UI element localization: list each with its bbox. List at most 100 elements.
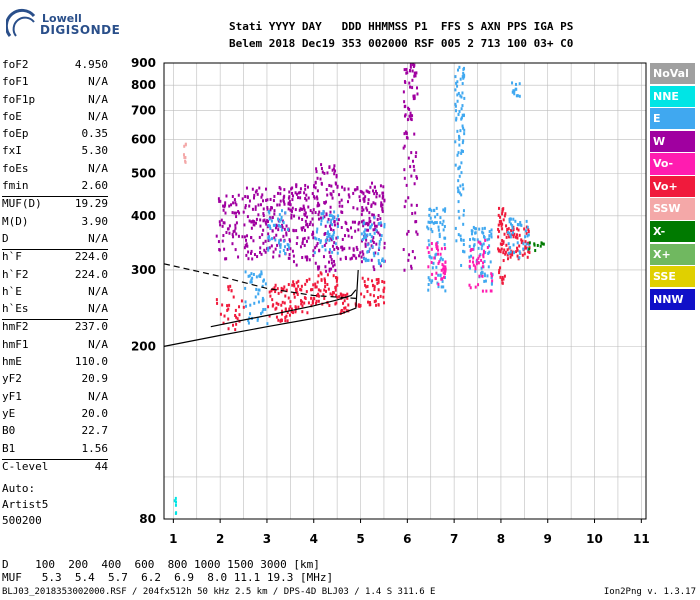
echo-point bbox=[506, 248, 509, 252]
echo-point bbox=[428, 254, 431, 258]
echo-point bbox=[261, 193, 264, 197]
echo-point bbox=[363, 196, 366, 200]
auto-label: Auto: bbox=[2, 482, 36, 495]
echo-point bbox=[409, 111, 412, 115]
echo-point bbox=[350, 256, 353, 260]
echo-point bbox=[249, 303, 252, 307]
echo-point bbox=[371, 279, 374, 283]
echo-point bbox=[379, 221, 382, 225]
echo-point bbox=[341, 185, 344, 189]
echo-point bbox=[379, 264, 382, 268]
param-value: 1.56 bbox=[81, 441, 109, 455]
echo-point bbox=[458, 109, 461, 113]
echo-point bbox=[468, 255, 471, 259]
echo-point bbox=[364, 228, 367, 232]
echo-point bbox=[333, 172, 336, 176]
echo-point bbox=[482, 231, 485, 235]
echo-point bbox=[305, 279, 308, 283]
param-value: 0.35 bbox=[81, 127, 109, 141]
echo-point bbox=[317, 267, 320, 271]
echo-point bbox=[406, 118, 409, 122]
echo-point bbox=[260, 312, 263, 316]
echo-point bbox=[403, 100, 406, 104]
echo-point bbox=[484, 250, 487, 254]
echo-point bbox=[456, 93, 459, 97]
echo-point bbox=[319, 241, 322, 245]
echo-point bbox=[373, 221, 376, 225]
echo-point bbox=[328, 238, 331, 242]
echo-point bbox=[244, 286, 247, 290]
echo-point bbox=[435, 221, 438, 225]
echo-point bbox=[472, 256, 475, 260]
echo-point bbox=[304, 282, 307, 286]
echo-point bbox=[413, 96, 416, 100]
echo-point bbox=[268, 290, 271, 294]
echo-point bbox=[326, 273, 329, 277]
echo-point bbox=[353, 254, 356, 258]
echo-point bbox=[231, 211, 234, 215]
echo-point bbox=[331, 223, 334, 227]
echo-point bbox=[456, 84, 459, 88]
echo-point bbox=[280, 228, 283, 232]
echo-point bbox=[263, 218, 266, 222]
echo-point bbox=[519, 223, 522, 227]
param-value: 20.0 bbox=[81, 406, 109, 420]
echo-point bbox=[403, 132, 406, 136]
echo-point bbox=[527, 228, 530, 232]
echo-point bbox=[294, 305, 297, 309]
echo-point bbox=[270, 244, 273, 248]
echo-point bbox=[367, 277, 370, 281]
echo-point bbox=[411, 159, 414, 163]
echo-point bbox=[431, 266, 434, 270]
echo-point bbox=[367, 198, 370, 202]
echo-point bbox=[408, 253, 411, 257]
echo-point bbox=[361, 209, 364, 213]
echo-point bbox=[439, 252, 442, 256]
echo-point bbox=[296, 291, 299, 295]
echo-point bbox=[534, 249, 537, 253]
echo-point bbox=[264, 220, 267, 224]
echo-point bbox=[264, 239, 267, 243]
echo-point bbox=[278, 219, 281, 223]
echo-point bbox=[292, 311, 295, 315]
echo-point bbox=[301, 228, 304, 232]
echo-point bbox=[281, 300, 284, 304]
echo-point bbox=[283, 188, 286, 192]
echo-point bbox=[265, 187, 268, 191]
echo-point bbox=[316, 227, 319, 231]
echo-point bbox=[231, 242, 234, 246]
param-name: foF1 bbox=[2, 75, 29, 89]
echo-point bbox=[490, 272, 493, 276]
echo-point bbox=[361, 190, 364, 194]
echo-point bbox=[366, 289, 369, 293]
echo-point bbox=[234, 313, 237, 317]
echo-point bbox=[430, 227, 433, 231]
echo-point bbox=[508, 217, 511, 221]
echo-point bbox=[481, 274, 484, 278]
echo-cluster bbox=[313, 209, 340, 255]
param-value: 22.7 bbox=[81, 424, 109, 438]
echo-point bbox=[373, 268, 376, 272]
echo-point bbox=[320, 272, 323, 276]
echo-point bbox=[266, 207, 269, 211]
echo-point bbox=[283, 202, 286, 206]
echo-point bbox=[375, 228, 378, 232]
echo-point bbox=[436, 212, 439, 216]
echo-point bbox=[460, 151, 463, 155]
echo-point bbox=[300, 302, 303, 306]
echo-point bbox=[251, 207, 254, 211]
echo-point bbox=[283, 227, 286, 231]
echo-point bbox=[332, 229, 335, 233]
param-name: C-level bbox=[2, 459, 49, 473]
echo-point bbox=[290, 213, 293, 217]
echo-point bbox=[328, 165, 331, 169]
legend-item: Vo+ bbox=[650, 175, 695, 198]
echo-point bbox=[250, 236, 253, 240]
echo-point bbox=[514, 235, 517, 239]
echo-point bbox=[405, 183, 408, 187]
echo-point bbox=[490, 281, 493, 285]
echo-point bbox=[294, 191, 297, 195]
echo-point bbox=[329, 248, 332, 252]
echo-cluster bbox=[290, 183, 316, 267]
echo-point bbox=[516, 254, 519, 258]
